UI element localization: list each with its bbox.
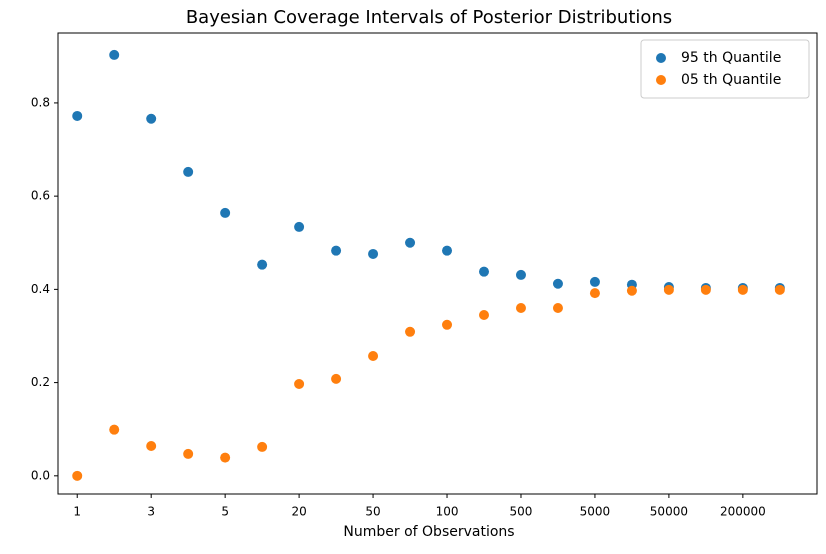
x-tick-label: 50000 bbox=[650, 505, 688, 519]
point bbox=[294, 378, 305, 389]
x-tick-label: 5000 bbox=[580, 505, 611, 519]
y-tick-label: 0.6 bbox=[31, 189, 50, 203]
x-tick-label: 3 bbox=[147, 505, 155, 519]
y-tick-label: 0.8 bbox=[31, 95, 50, 109]
point bbox=[72, 110, 83, 121]
point bbox=[442, 319, 453, 330]
axes-frame bbox=[57, 32, 818, 495]
x-tick-label: 20 bbox=[291, 505, 306, 519]
point bbox=[183, 166, 194, 177]
point bbox=[589, 288, 600, 299]
x-tick-label: 50 bbox=[365, 505, 380, 519]
point bbox=[552, 303, 563, 314]
point bbox=[220, 452, 231, 463]
point bbox=[72, 470, 83, 481]
point bbox=[479, 266, 490, 277]
point bbox=[515, 269, 526, 280]
point bbox=[737, 284, 748, 295]
point bbox=[589, 276, 600, 287]
y-tick-label: 0.2 bbox=[31, 375, 50, 389]
point bbox=[552, 278, 563, 289]
point bbox=[220, 207, 231, 218]
x-tick-label: 1 bbox=[73, 505, 81, 519]
y-tick-label: 0.0 bbox=[31, 468, 50, 482]
legend-marker bbox=[656, 53, 666, 63]
point bbox=[257, 259, 268, 270]
x-axis-label: Number of Observations bbox=[343, 524, 514, 540]
point bbox=[479, 310, 490, 321]
x-tick-label: 100 bbox=[436, 505, 459, 519]
point bbox=[109, 49, 120, 60]
legend-label: 95 th Quantile bbox=[681, 50, 781, 66]
point bbox=[257, 441, 268, 452]
point bbox=[626, 285, 637, 296]
point bbox=[183, 448, 194, 459]
legend-marker bbox=[656, 75, 666, 85]
point bbox=[146, 113, 157, 124]
legend-frame bbox=[640, 39, 810, 99]
x-tick-label: 200000 bbox=[720, 505, 766, 519]
y-tick-label: 0.4 bbox=[31, 282, 50, 296]
point bbox=[331, 245, 342, 256]
point bbox=[368, 351, 379, 362]
point bbox=[331, 373, 342, 384]
legend-label: 05 th Quantile bbox=[681, 72, 781, 88]
x-tick-label: 500 bbox=[510, 505, 533, 519]
point bbox=[109, 424, 120, 435]
point bbox=[405, 326, 416, 337]
point bbox=[442, 245, 453, 256]
point bbox=[774, 284, 785, 295]
point bbox=[146, 440, 157, 451]
point bbox=[515, 303, 526, 314]
point bbox=[368, 248, 379, 259]
x-tick-label: 5 bbox=[221, 505, 229, 519]
point bbox=[663, 284, 674, 295]
point bbox=[405, 237, 416, 248]
chart-title: Bayesian Coverage Intervals of Posterior… bbox=[186, 7, 672, 28]
point bbox=[700, 284, 711, 295]
point bbox=[294, 221, 305, 232]
